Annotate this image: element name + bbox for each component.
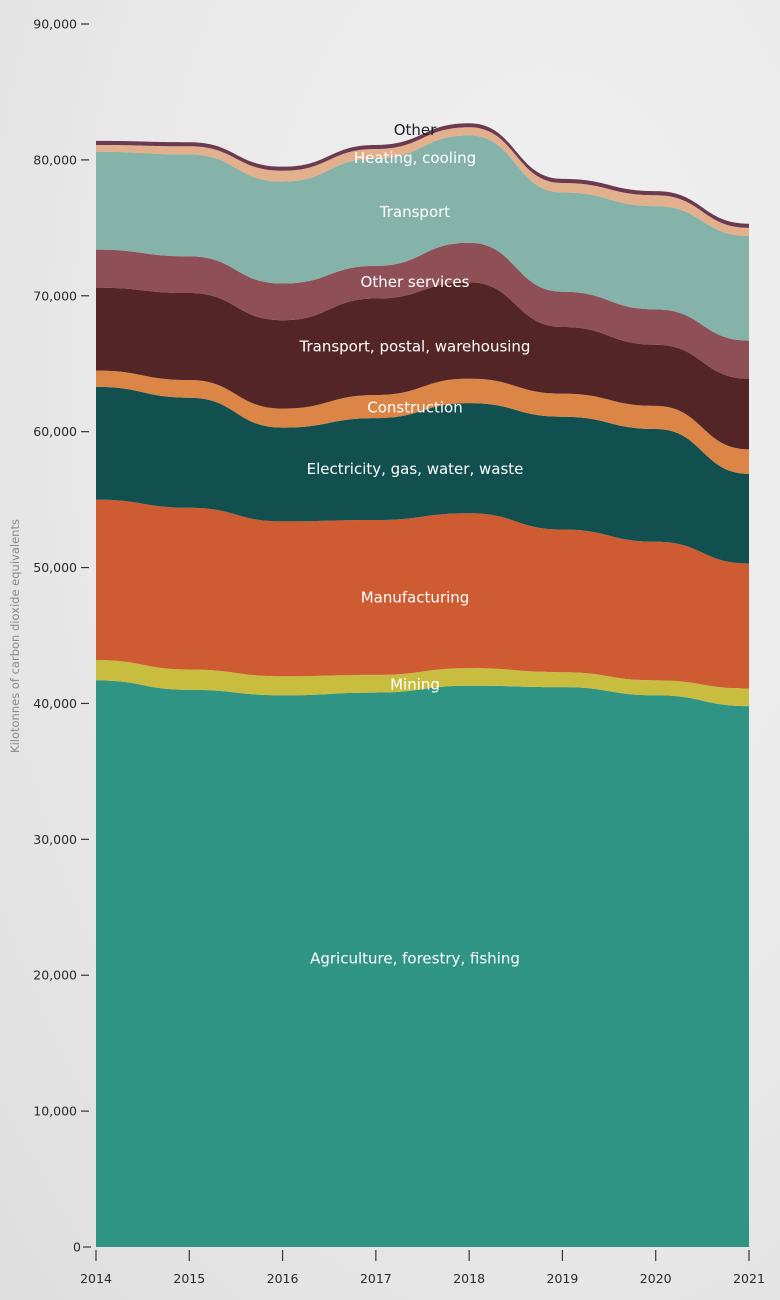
series-label-manufacturing: Manufacturing bbox=[361, 588, 470, 606]
series-label-other: Other bbox=[394, 121, 437, 139]
y-tick-label: 30,000 bbox=[33, 832, 77, 847]
series-label-mining: Mining bbox=[390, 676, 440, 694]
y-axis-label: Kilotonnes of carbon dioxide equivalents bbox=[8, 519, 22, 753]
area-mining bbox=[96, 659, 749, 707]
y-tick-label: 0 bbox=[73, 1240, 81, 1255]
x-tick-label: 2018 bbox=[453, 1271, 485, 1286]
area-construction bbox=[96, 370, 749, 474]
series-label-agriculture-forestry-fishing: Agriculture, forestry, fishing bbox=[310, 950, 520, 968]
series-labels: Agriculture, forestry, fishing Mining Manu… bbox=[299, 121, 531, 968]
x-tick-label: 2020 bbox=[640, 1271, 672, 1286]
y-tick-label: 40,000 bbox=[33, 696, 77, 711]
area-agriculture-forestry-fishing bbox=[96, 680, 749, 1247]
y-tick-label: 20,000 bbox=[33, 968, 77, 983]
series-label-heating-cooling: Heating, cooling bbox=[354, 149, 476, 167]
x-tick-label: 2021 bbox=[733, 1271, 765, 1286]
area-transport-postal-warehousing bbox=[96, 282, 749, 450]
series-label-construction: Construction bbox=[367, 399, 463, 417]
series-label-other-services: Other services bbox=[361, 273, 470, 291]
x-tick-label: 2019 bbox=[547, 1271, 579, 1286]
series-label-electricity-gas-water-waste: Electricity, gas, water, waste bbox=[307, 460, 524, 478]
y-tick-label: 60,000 bbox=[33, 424, 77, 439]
x-tick-label: 2016 bbox=[267, 1271, 299, 1286]
area-manufacturing bbox=[96, 499, 749, 689]
x-axis: 2014 2015 2016 2017 2018 2019 2020 2021 bbox=[80, 1250, 765, 1286]
y-tick-label: 70,000 bbox=[33, 288, 77, 303]
area-layers bbox=[96, 123, 749, 1247]
y-tick-label: 90,000 bbox=[33, 17, 77, 32]
area-other-services bbox=[96, 242, 749, 379]
series-label-transport-postal-warehousing: Transport, postal, warehousing bbox=[299, 338, 531, 356]
area-electricity-gas-water-waste bbox=[96, 386, 749, 564]
y-tick-label: 80,000 bbox=[33, 152, 77, 167]
y-axis: 0 10,000 20,000 30,000 40,000 50,000 60,000 70,… bbox=[33, 17, 91, 1255]
area-transport bbox=[96, 135, 749, 341]
y-tick-label: 50,000 bbox=[33, 560, 77, 575]
x-tick-label: 2014 bbox=[80, 1271, 112, 1286]
series-label-transport: Transport bbox=[379, 203, 451, 221]
x-tick-label: 2017 bbox=[360, 1271, 392, 1286]
x-tick-label: 2015 bbox=[173, 1271, 205, 1286]
y-tick-label: 10,000 bbox=[33, 1104, 77, 1119]
